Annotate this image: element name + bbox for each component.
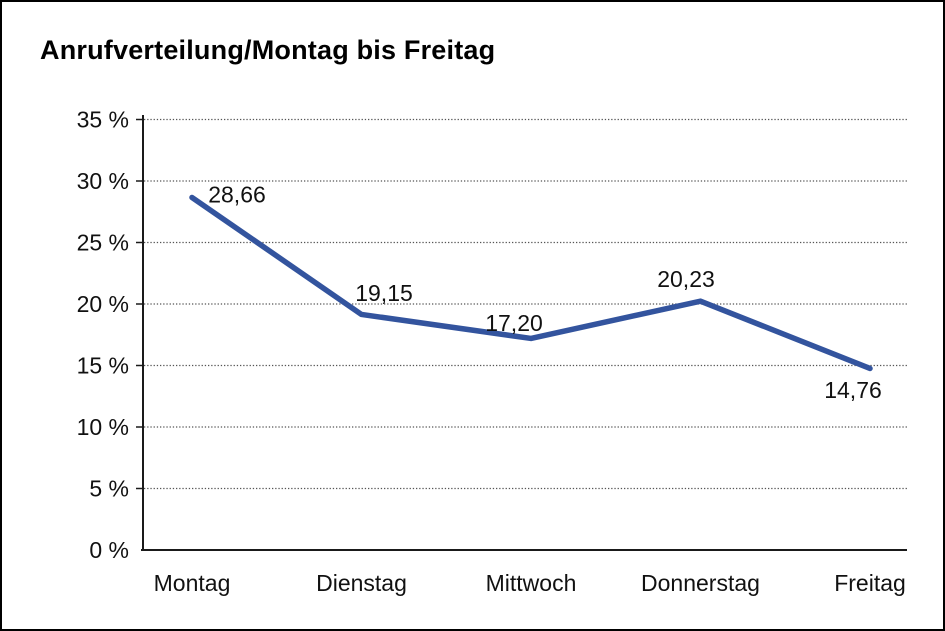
y-tick-label: 10 % xyxy=(77,414,129,440)
x-category-label: Dienstag xyxy=(316,570,407,596)
data-point-label: 19,15 xyxy=(355,280,413,306)
y-tick-label: 25 % xyxy=(77,230,129,256)
x-category-label: Donnerstag xyxy=(641,570,760,596)
data-point-label: 28,66 xyxy=(208,181,266,207)
y-tick-label: 30 % xyxy=(77,168,129,194)
x-axis-labels: Montag Dienstag Mittwoch Donnerstag Freitag xyxy=(154,570,906,596)
data-line xyxy=(189,194,873,372)
data-series xyxy=(189,194,873,372)
data-point-label: 20,23 xyxy=(657,266,715,292)
gridlines xyxy=(144,118,907,490)
y-tick-label: 5 % xyxy=(89,476,129,502)
y-axis-labels: 35 % 30 % 25 % 20 % 15 % 10 % 5 % 0 % xyxy=(77,107,129,564)
data-labels: 28,66 19,15 17,20 20,23 14,76 xyxy=(208,181,882,402)
axes xyxy=(141,115,907,551)
y-tick-label: 0 % xyxy=(89,537,129,563)
data-point-label: 14,76 xyxy=(824,377,882,403)
x-category-label: Mittwoch xyxy=(486,570,577,596)
y-tick-label: 35 % xyxy=(77,107,129,133)
data-point-label: 17,20 xyxy=(485,310,543,336)
x-category-label: Montag xyxy=(154,570,231,596)
y-tick-label: 20 % xyxy=(77,291,129,317)
y-tick-label: 15 % xyxy=(77,353,129,379)
x-category-label: Freitag xyxy=(834,570,906,596)
chart-title: Anrufverteilung/Montag bis Freitag xyxy=(40,35,496,65)
